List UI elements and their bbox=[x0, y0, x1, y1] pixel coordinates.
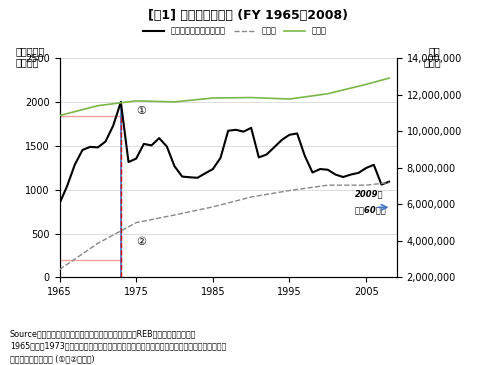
Text: Source：国交省「建設月報」のデータを元に船井総研REBチームによって試算
1965年から1973年までの住宅着工の急激な伸びは東京都の人口増より埼玉県の人: Source：国交省「建設月報」のデータを元に船井総研REBチームによって試算 … bbox=[10, 329, 226, 363]
Legend: 新設住宅総計（季調済）, 埼玉県, 東京都: 新設住宅総計（季調済）, 埼玉県, 東京都 bbox=[139, 23, 330, 39]
Text: 予悈60万戸: 予悈60万戸 bbox=[355, 205, 386, 215]
Text: 《人》: 《人》 bbox=[423, 57, 440, 67]
Text: （千戸）: （千戸） bbox=[16, 57, 39, 67]
Text: 2009年: 2009年 bbox=[355, 189, 383, 199]
Text: 人口: 人口 bbox=[429, 46, 440, 56]
Text: 住宅着工数: 住宅着工数 bbox=[16, 46, 45, 56]
Text: ②: ② bbox=[136, 237, 146, 247]
Text: ①: ① bbox=[136, 105, 146, 116]
Text: [図1] 住宅着工数推移 (FY 1965～2008): [図1] 住宅着工数推移 (FY 1965～2008) bbox=[148, 9, 348, 22]
